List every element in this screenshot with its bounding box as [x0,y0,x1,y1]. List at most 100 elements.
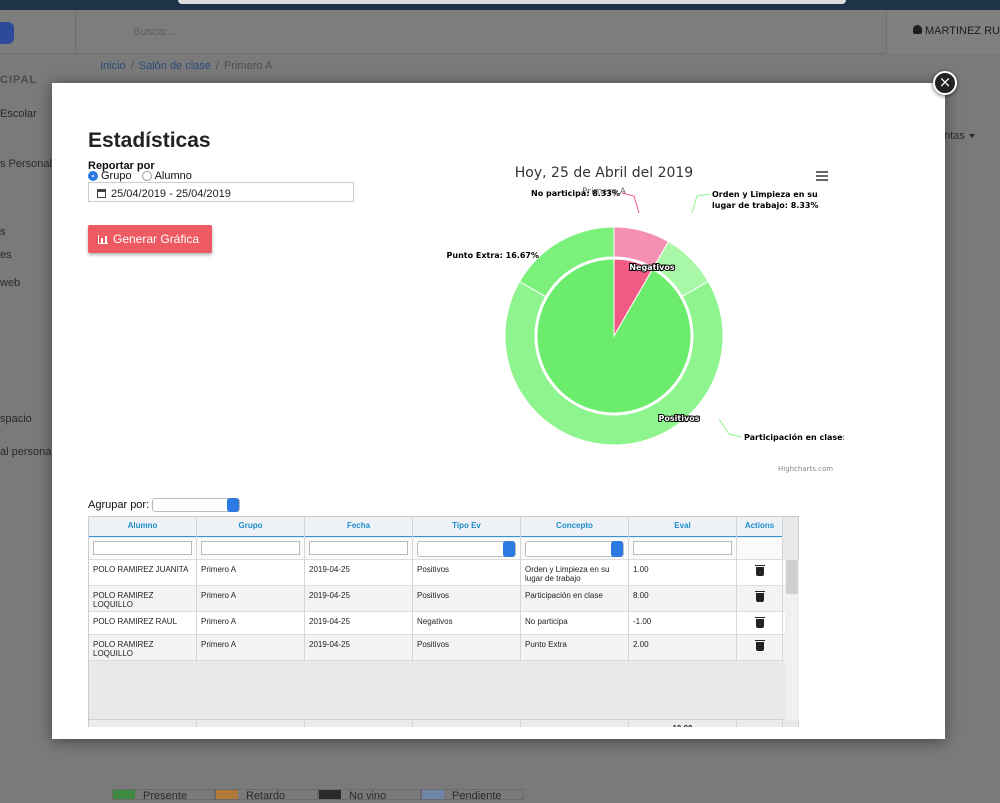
legend-label: Pendiente [452,790,502,802]
modal-content: Estadísticas Reportar por Grupo Alumno 2… [64,95,933,727]
cell-concepto: Orden y Limpieza en su lugar de trabajo [521,560,629,585]
cell-fecha: 2019-04-25 [305,635,413,660]
cell-eval: 1.00 [629,560,737,585]
cell-eval: 8.00 [629,586,737,611]
sidebar-item-web[interactable]: web [0,277,21,289]
footer-eval-total: 10.00 [629,720,737,727]
chart-credit[interactable]: Highcharts.com [778,465,834,473]
filter-input[interactable] [633,541,732,555]
cell-grupo: Primero A [197,612,305,634]
column-header-actions[interactable]: Actions [737,517,783,537]
legend-swatch [113,790,135,799]
table-footer: 10.00 [89,719,783,727]
pie-outer-label: lugar de trabajo: 8.33% [712,201,819,210]
chart-subtitle: Primero A [582,187,626,197]
radio-group-label: Grupo [101,170,132,182]
background-dropdown-button[interactable]: ntas [944,130,975,142]
user-icon [913,25,922,34]
chart-menu-button[interactable] [816,171,828,181]
user-name: MARTINEZ RUI [925,25,1000,37]
breadcrumb-current: Primero A [223,60,273,72]
cell-tipo: Positivos [413,560,521,585]
group-by-select[interactable] [152,498,241,512]
generate-chart-button[interactable]: Generar Gráfica [88,225,212,253]
cell-fecha: 2019-04-25 [305,560,413,585]
select-arrows-icon [611,541,623,557]
cell-concepto: No participa [521,612,629,634]
generate-chart-label: Generar Gráfica [113,232,200,246]
cell-alumno: POLO RAMIREZ LOQUILLO [89,586,197,611]
app-logo[interactable] [0,10,76,54]
sidebar-item-personal-2[interactable]: al personal [0,446,54,458]
trash-icon[interactable] [754,617,765,628]
scrollbar-thumb[interactable] [786,560,798,594]
column-header-alumno[interactable]: Alumno [89,517,197,537]
sidebar-item-personal[interactable]: s Personal [0,158,52,170]
user-menu[interactable]: MARTINEZ RUI [886,10,1000,54]
cell-eval: 2.00 [629,635,737,660]
filter-input[interactable] [93,541,192,555]
radio-group[interactable] [88,171,98,181]
cell-concepto: Punto Extra [521,635,629,660]
select-arrows-icon [503,541,515,557]
table-row[interactable]: POLO RAMIREZ LOQUILLO Primero A 2019-04-25… [89,635,785,661]
cell-alumno: POLO RAMIREZ RAUL [89,612,197,634]
sidebar-item-espacio[interactable]: spacio [0,413,32,425]
breadcrumb: Inicio / Salón de clase / Primero A [100,60,272,72]
address-bar [178,0,846,4]
table-header: Alumno Grupo Fecha Tipo Ev Concepto Eval Actio… [89,517,783,537]
filter-input[interactable] [201,541,300,555]
column-header-tipo-ev[interactable]: Tipo Ev [413,517,521,537]
filter-select[interactable] [417,541,516,557]
trash-icon[interactable] [754,640,765,651]
breadcrumb-section[interactable]: Salón de clase [138,60,211,72]
column-header-fecha[interactable]: Fecha [305,517,413,537]
breadcrumb-home[interactable]: Inicio [100,60,126,72]
report-by-radios: Grupo Alumno [88,170,202,182]
trash-icon[interactable] [754,565,765,576]
pie-label-connector [691,193,711,214]
group-by-row: Agrupar por: [88,498,241,512]
table-row[interactable]: POLO RAMIREZ RAUL Primero A 2019-04-25 Nega… [89,612,785,635]
column-header-eval[interactable]: Eval [629,517,737,537]
filter-select[interactable] [525,541,624,557]
trash-icon[interactable] [754,591,765,602]
search-input[interactable]: Buscar... [133,26,176,38]
pie-outer-label: Orden y Limpieza en su [712,190,818,199]
results-table: Alumno Grupo Fecha Tipo Ev Concepto Eval Actio… [88,516,799,727]
table-row[interactable]: POLO RAMIREZ LOQUILLO Primero A 2019-04-25… [89,586,785,612]
date-range-input[interactable]: 25/04/2019 - 25/04/2019 [88,182,354,202]
filter-cell [413,538,521,560]
pie-inner-label: Positivos [659,414,700,423]
footer-cell [197,720,305,727]
cell-actions [737,586,783,611]
legend-label: Retardo [246,790,286,802]
pie-outer-slice [518,226,615,298]
radio-student[interactable] [141,171,152,181]
column-header-concepto[interactable]: Concepto [521,517,629,537]
radio-option-group[interactable]: Grupo [88,170,132,182]
table-body: POLO RAMIREZ JUANITA Primero A 2019-04-25 P… [89,560,785,661]
filter-cell [737,538,783,560]
legend-label: Presente [143,790,188,802]
pie-outer-label: No participa: 8.33% [531,189,620,198]
statistics-modal: Estadísticas Reportar por Grupo Alumno 2… [52,83,945,739]
close-modal-button[interactable]: × [933,71,957,95]
radio-option-student[interactable]: Alumno [141,170,192,182]
sidebar-item-escolar[interactable]: Escolar [0,108,37,120]
table-row[interactable]: POLO RAMIREZ JUANITA Primero A 2019-04-25 P… [89,560,785,586]
cell-actions [737,635,783,660]
pie-outer-label: Punto Extra: 16.67% [447,251,539,260]
column-header-grupo[interactable]: Grupo [197,517,305,537]
cell-grupo: Primero A [197,560,305,585]
legend-item: Presente [112,789,215,802]
sidebar-item-3[interactable]: s [0,226,6,238]
breadcrumb-separator: / [130,60,134,72]
cell-tipo: Positivos [413,586,521,611]
cell-grupo: Primero A [197,586,305,611]
filter-cell [89,538,197,560]
select-arrows-icon [227,498,240,512]
filter-input[interactable] [309,541,408,555]
sidebar-item-4[interactable]: es [0,249,12,261]
table-scrollbar[interactable] [785,560,799,720]
